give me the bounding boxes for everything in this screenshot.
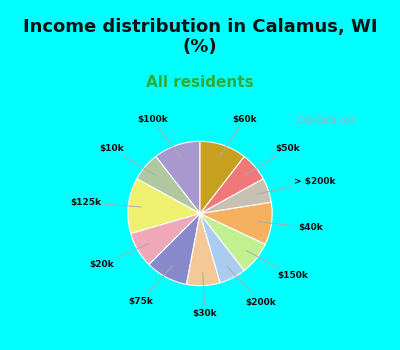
Wedge shape (200, 202, 272, 244)
Text: $75k: $75k (128, 266, 172, 306)
Wedge shape (137, 156, 200, 214)
Text: $125k: $125k (70, 198, 141, 207)
Wedge shape (200, 214, 265, 271)
Text: All residents: All residents (146, 75, 254, 90)
Wedge shape (131, 214, 200, 265)
Text: $10k: $10k (100, 144, 155, 175)
Wedge shape (200, 179, 271, 214)
Text: $150k: $150k (246, 251, 309, 280)
Wedge shape (200, 141, 244, 214)
Wedge shape (186, 214, 220, 286)
Text: $200k: $200k (227, 266, 276, 307)
Wedge shape (149, 214, 200, 285)
Text: City-Data.com: City-Data.com (292, 116, 357, 125)
Wedge shape (200, 214, 244, 283)
Text: > $200k: > $200k (256, 177, 336, 194)
Wedge shape (200, 156, 263, 214)
Text: $40k: $40k (259, 222, 323, 232)
Text: $60k: $60k (219, 115, 257, 158)
Wedge shape (156, 141, 200, 214)
Wedge shape (128, 179, 200, 234)
Text: $50k: $50k (245, 144, 300, 175)
Text: $100k: $100k (137, 115, 181, 158)
Text: $20k: $20k (90, 244, 149, 269)
Text: $30k: $30k (192, 273, 217, 317)
Text: Income distribution in Calamus, WI
(%): Income distribution in Calamus, WI (%) (23, 18, 377, 56)
